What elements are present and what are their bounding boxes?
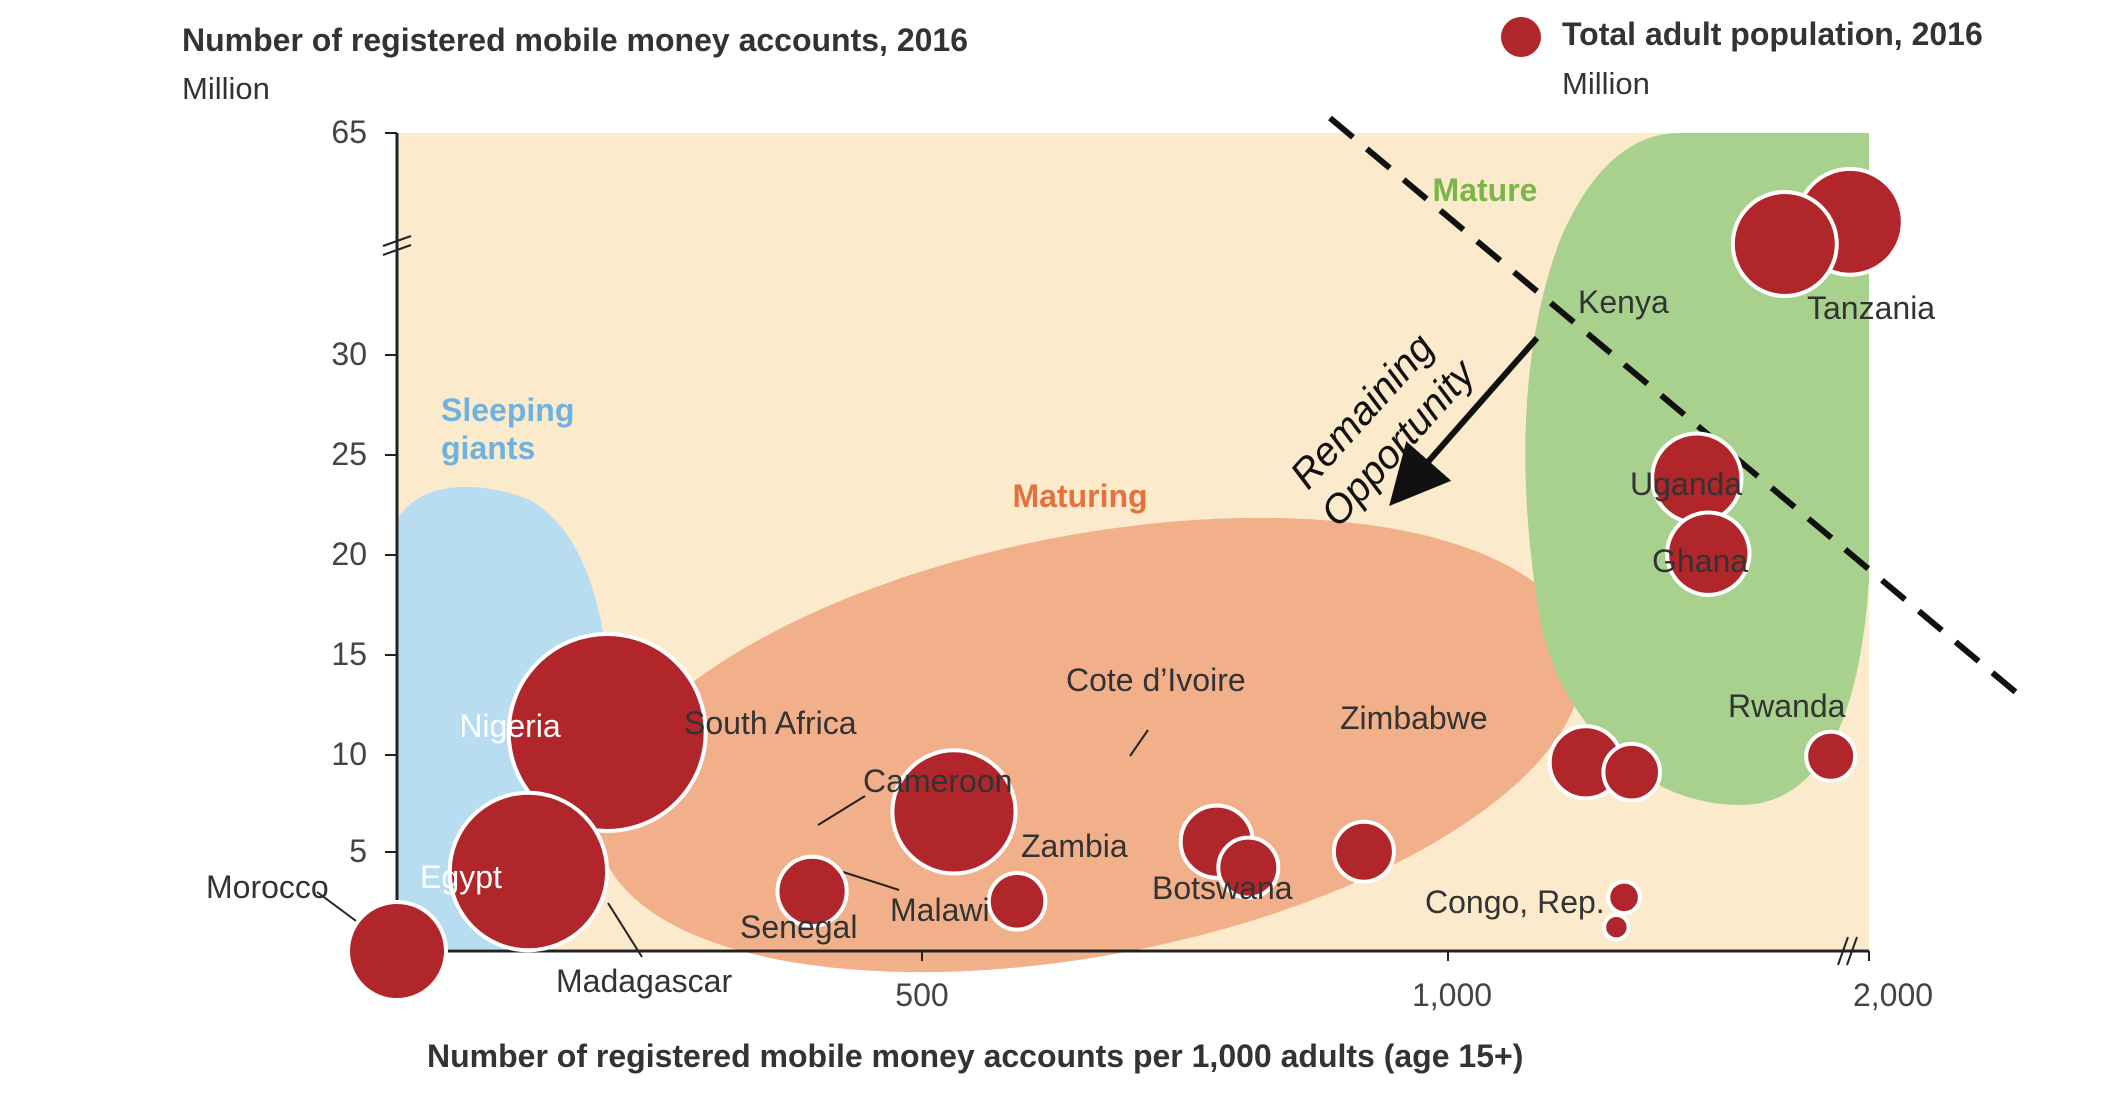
y-tick-label: 10 [331, 736, 367, 772]
y-axis [382, 132, 412, 953]
bubble-botswana [1602, 913, 1631, 942]
country-label-ghana: Ghana [1652, 543, 1748, 579]
country-label-nigeria: Nigeria [459, 708, 561, 744]
bubble-zimbabwe [1601, 741, 1662, 803]
country-label-senegal: Senegal [740, 909, 857, 945]
bubble-congo-rep [1606, 879, 1642, 916]
x-axis [397, 936, 1870, 966]
y-axis-break [382, 235, 412, 247]
country-label-madagascar: Madagascar [556, 963, 732, 999]
y-axis-unit: Million [182, 71, 270, 106]
country-label-cameroon: Cameroon [863, 763, 1012, 799]
bubble-malawi [1216, 835, 1281, 900]
country-label-cote-divoire: Cote d’Ivoire [1066, 662, 1246, 698]
bubble-zambia [1331, 819, 1396, 884]
y-tick-label: 25 [331, 436, 367, 472]
legend-unit: Million [1562, 66, 1650, 101]
y-axis-title: Number of registered mobile money accoun… [182, 22, 968, 58]
country-label-south-africa: South Africa [684, 705, 857, 741]
x-tick-label: 2,000 [1853, 977, 1933, 1013]
country-label-congo-rep: Congo, Rep. [1425, 884, 1605, 920]
bubble-nigeria [506, 632, 708, 833]
y-tick-label: 5 [349, 833, 367, 869]
bubble-senegal [986, 871, 1048, 932]
segment-label-sleeping-giants: Sleeping [441, 392, 574, 428]
country-label-malawi: Malawi [890, 892, 990, 928]
bubble-madagascar [775, 854, 849, 929]
bubble-morocco [346, 900, 448, 1002]
country-label-tanzania: Tanzania [1807, 290, 1935, 326]
bubble-south-africa [890, 748, 1018, 876]
bubble-ghana [1665, 510, 1752, 597]
legend-marker [1501, 17, 1541, 57]
x-tick-label: 500 [895, 977, 948, 1013]
y-tick-label: 15 [331, 636, 367, 672]
segment-label-maturing: Maturing [1012, 478, 1147, 514]
legend: Total adult population, 2016 Million [1501, 16, 1983, 101]
y-tick-label: 20 [331, 536, 367, 572]
country-label-botswana: Botswana [1152, 870, 1293, 906]
country-label-rwanda: Rwanda [1728, 688, 1846, 724]
country-label-uganda: Uganda [1630, 466, 1742, 502]
country-label-egypt: Egypt [420, 859, 502, 895]
y-tick-label: 30 [331, 336, 367, 372]
country-label-morocco: Morocco [206, 869, 329, 905]
segment-label-sleeping-giants: giants [441, 430, 535, 466]
x-tick-label: 1,000 [1412, 977, 1492, 1013]
opportunity-dashed-line [1328, 115, 2027, 703]
bubble-kenya [1730, 190, 1839, 298]
segment-label-mature: Mature [1433, 172, 1538, 208]
x-axis-title: Number of registered mobile money accoun… [427, 1038, 1523, 1074]
country-label-zambia: Zambia [1021, 828, 1128, 864]
x-axis-break [1837, 936, 1849, 966]
opportunity-arrow [1389, 336, 1540, 507]
bubble-rwanda [1804, 729, 1858, 783]
legend-label: Total adult population, 2016 [1562, 16, 1983, 52]
bubbles [346, 166, 1905, 1002]
country-label-zimbabwe: Zimbabwe [1340, 700, 1488, 736]
bubble-egypt [447, 790, 610, 953]
y-tick-label: 65 [331, 114, 367, 150]
country-label-kenya: Kenya [1578, 284, 1669, 320]
